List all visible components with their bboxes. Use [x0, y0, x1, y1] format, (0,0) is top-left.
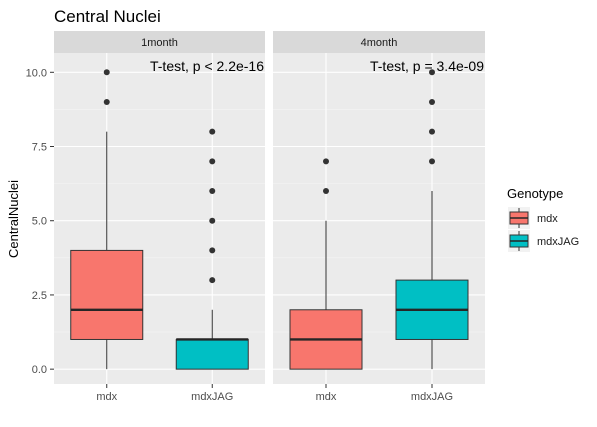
legend-label: mdxJAG	[537, 236, 579, 248]
x-tick-label: mdxJAG	[411, 391, 453, 403]
x-tick-label: mdx	[96, 391, 117, 403]
x-tick-label: mdxJAG	[191, 391, 233, 403]
outlier-point	[103, 69, 110, 76]
outlier-point	[103, 98, 110, 105]
outlier-point	[429, 128, 435, 135]
test-annotation: T-test, p = 3.4e-09	[370, 58, 484, 74]
y-tick-label: 0.0	[32, 364, 47, 376]
y-tick-label: 7.5	[32, 142, 47, 154]
outlier-point	[323, 158, 329, 165]
outlier-point	[429, 69, 435, 76]
x-tick-label: mdx	[316, 391, 337, 403]
y-tick-label: 5.0	[32, 216, 47, 228]
box-body	[175, 338, 249, 370]
facet-panels: 1month mdx mdxJAG T-test, p < 2.2e-16 4month…	[26, 31, 485, 403]
facet-panel-1month: 1month mdx mdxJAG T-test, p < 2.2e-16	[54, 31, 265, 403]
outlier-point	[209, 188, 216, 195]
legend-item-mdxJAG: mdxJAG	[508, 230, 579, 252]
outlier-point	[209, 128, 216, 135]
box-mdxJAG	[395, 69, 469, 370]
facet-strip	[273, 31, 485, 53]
outlier-point	[429, 158, 435, 165]
test-annotation: T-test, p < 2.2e-16	[150, 58, 264, 74]
facet-panel-4month: 4month mdx mdxJAG T-test, p = 3.4e-09	[273, 31, 485, 403]
box-mdxJAG	[175, 128, 249, 370]
box-body	[70, 249, 144, 340]
y-tick-label: 10.0	[26, 67, 47, 79]
facet-strip	[54, 31, 265, 53]
legend: Genotype mdx mdxJAG	[507, 186, 579, 252]
outlier-point	[209, 217, 216, 224]
outlier-point	[209, 277, 216, 284]
facet-strip-label: 1month	[141, 37, 178, 49]
outlier-point	[209, 158, 216, 165]
box-mdx	[289, 158, 363, 370]
legend-title: Genotype	[507, 186, 563, 201]
legend-label: mdx	[537, 213, 558, 225]
y-tick-label: 2.5	[32, 290, 47, 302]
outlier-point	[429, 98, 435, 105]
chart-title: Central Nuclei	[54, 7, 161, 26]
y-axis: 0.0 2.5 5.0 7.5 10.0	[26, 67, 54, 376]
outlier-point	[323, 188, 329, 195]
y-axis-title: CentralNuclei	[6, 180, 21, 258]
legend-item-mdx: mdx	[508, 207, 558, 229]
box-mdx	[70, 69, 144, 370]
facet-strip-label: 4month	[361, 37, 398, 49]
outlier-point	[209, 247, 216, 254]
